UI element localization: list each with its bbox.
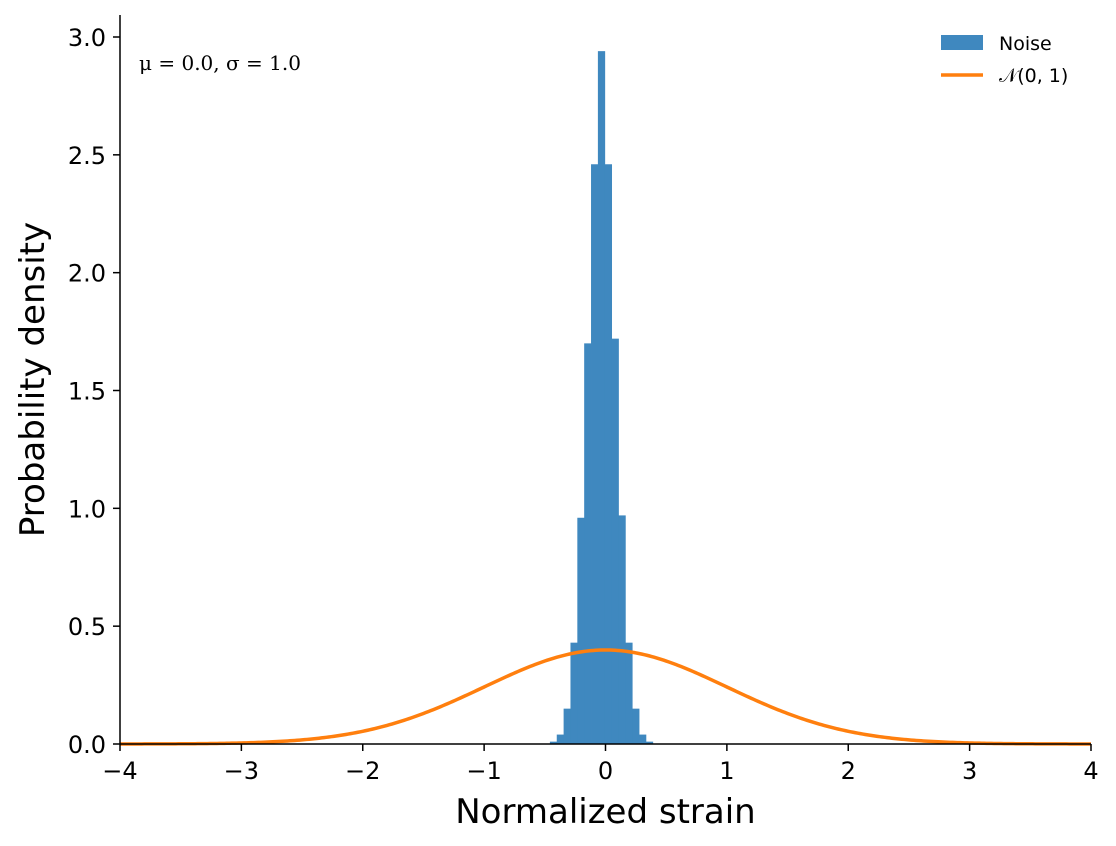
x-tick-label: −4 (102, 757, 137, 785)
x-tick-label: 2 (841, 757, 856, 785)
histogram-bar (591, 164, 599, 744)
x-tick-label: 4 (1083, 757, 1098, 785)
y-tick-label: 0.5 (68, 613, 106, 641)
histogram-bar (639, 734, 647, 744)
y-tick-label: 2.5 (68, 142, 106, 170)
normal-pdf-curve (120, 648, 1091, 746)
histogram-bar (570, 642, 578, 744)
histogram-bar (597, 51, 606, 744)
legend-swatch-noise (941, 35, 983, 50)
histogram-bar (549, 741, 558, 744)
x-tick-label: −2 (345, 757, 380, 785)
x-tick-label: −3 (224, 757, 259, 785)
y-axis-ticks: 0.0 0.5 1.0 1.5 2.0 2.5 3.0 (68, 24, 120, 759)
y-tick-label: 3.0 (68, 24, 106, 52)
histogram-bar (632, 708, 640, 744)
y-tick-label: 2.0 (68, 260, 106, 288)
histogram-bar (645, 741, 654, 744)
histogram-bar (556, 734, 565, 744)
histogram-bar (625, 642, 633, 744)
y-axis-title: Probability density (13, 222, 53, 537)
x-axis-title: Normalized strain (455, 792, 755, 832)
legend-label-normal: 𝒩(0, 1) (999, 65, 1068, 87)
histogram-bar (577, 517, 585, 744)
histogram-bar (611, 338, 619, 744)
y-tick-label: 0.0 (68, 731, 106, 759)
histogram-bars (549, 51, 654, 744)
x-tick-label: 1 (719, 757, 734, 785)
stats-annotation: μ = 0.0, σ = 1.0 (139, 51, 301, 75)
x-tick-label: 0 (598, 757, 613, 785)
histogram-bar (584, 343, 592, 744)
x-tick-label: 3 (962, 757, 977, 785)
x-axis-ticks: −4 −3 −2 −1 0 1 2 3 4 (102, 744, 1099, 785)
histogram-bar (618, 515, 626, 744)
legend-label-noise: Noise (999, 33, 1052, 55)
x-tick-label: −1 (466, 757, 501, 785)
y-tick-label: 1.0 (68, 495, 106, 523)
histogram-bar (563, 708, 571, 744)
legend: Noise 𝒩(0, 1) (941, 33, 1068, 87)
histogram-bar (604, 164, 613, 744)
y-tick-label: 1.5 (68, 378, 106, 406)
